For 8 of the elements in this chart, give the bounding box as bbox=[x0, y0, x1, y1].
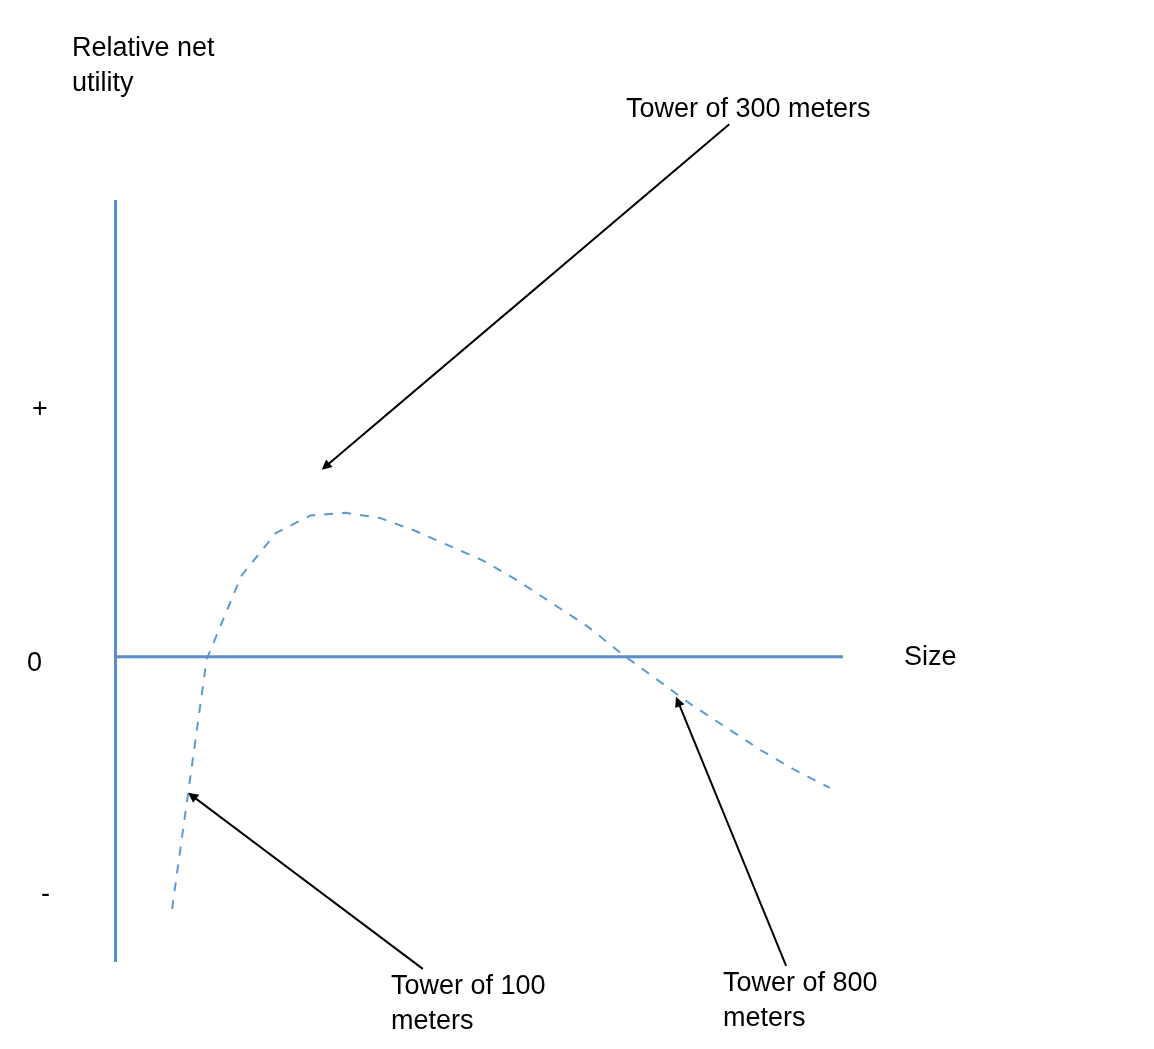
text: Relative net utility bbox=[72, 32, 216, 98]
text: Tower of 800 meters bbox=[723, 967, 878, 1033]
text: Tower of 300 meters bbox=[626, 93, 871, 123]
text: + bbox=[32, 393, 48, 423]
text: Tower of 100 meters bbox=[391, 970, 546, 1036]
text: 0 bbox=[27, 647, 43, 677]
x-axis-title: Size bbox=[904, 641, 957, 671]
text: - bbox=[41, 878, 50, 908]
